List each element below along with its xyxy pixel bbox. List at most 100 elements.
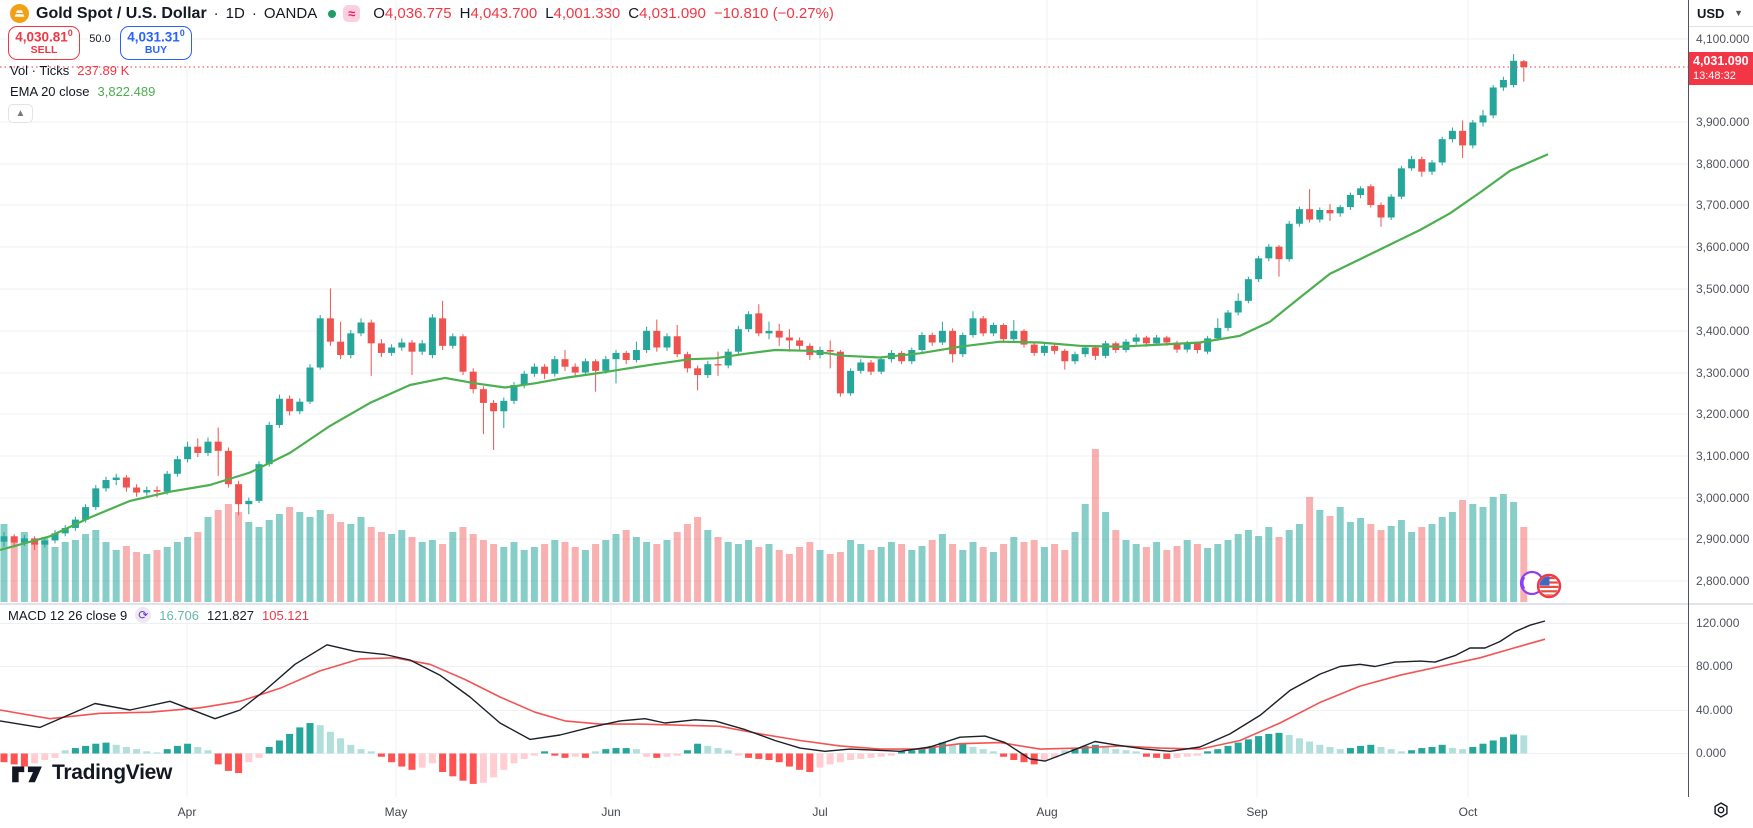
candle-body (867, 362, 875, 372)
macd-histogram-bar (663, 753, 671, 757)
price-tag: 4,031.090 13:48:32 (1689, 52, 1753, 86)
macd-histogram-bar (887, 753, 895, 756)
axis-settings-icon[interactable] (1712, 801, 1730, 819)
macd-histogram-bar (1510, 734, 1518, 754)
candle-body (490, 402, 498, 412)
macd-legend[interactable]: MACD 12 26 close 9 ⟳ 16.706 121.827 105.… (8, 607, 309, 623)
macd-histogram-bar (1295, 738, 1303, 754)
month-label: Sep (1246, 805, 1268, 819)
volume-bar (112, 550, 120, 602)
order-panel: 4,030.810 SELL 50.0 4,031.310 BUY (8, 26, 192, 60)
candle-body (938, 330, 946, 343)
macd-histogram-bar (1183, 753, 1191, 757)
candle-body (469, 371, 477, 390)
candle-body (143, 490, 151, 493)
candle-body (347, 333, 355, 356)
candle-body (316, 318, 324, 368)
macd-histogram-bar (704, 745, 712, 754)
volume-legend[interactable]: Vol · Ticks 237.89 K (10, 63, 129, 78)
volume-bar (1448, 512, 1456, 602)
candle-body (1387, 196, 1395, 218)
candle-body (0, 536, 8, 542)
volume-bar (265, 520, 273, 602)
volume-bar (1071, 532, 1079, 602)
candle-body (1000, 325, 1008, 340)
macd-histogram-bar (449, 753, 457, 777)
volume-bar (418, 542, 426, 602)
candle-body (500, 400, 508, 412)
volume-legend-label[interactable]: Vol · Ticks (10, 63, 70, 78)
sell-button[interactable]: 4,030.810 SELL (8, 26, 80, 60)
macd-histogram-bar (969, 746, 977, 754)
volume-bar (1265, 527, 1273, 602)
macd-histogram-bar (1499, 737, 1507, 754)
symbol-legend[interactable]: Gold Spot / U.S. Dollar · 1D · OANDA ≈ O… (10, 4, 834, 23)
macd-histogram-bar (214, 753, 222, 765)
price-axis-label: 4,100.000 (1696, 32, 1750, 46)
macd-histogram-bar (1020, 753, 1028, 763)
interval-label[interactable]: 1D (225, 5, 245, 22)
ema-legend[interactable]: EMA 20 close 3,822.489 (10, 84, 155, 99)
candle-body (377, 343, 385, 353)
volume-bar (1438, 517, 1446, 602)
candle-body (857, 362, 865, 371)
buy-button[interactable]: 4,031.310 BUY (120, 26, 192, 60)
candle-body (979, 318, 987, 334)
volume-bar (153, 550, 161, 602)
market-status-icon[interactable] (328, 9, 337, 18)
macd-histogram-bar (1142, 753, 1150, 757)
candle-body (122, 477, 130, 488)
volume-bar (887, 542, 895, 602)
volume-bar (734, 544, 742, 602)
exchange-label[interactable]: OANDA (263, 5, 318, 22)
macd-legend-label[interactable]: MACD 12 26 close 9 (8, 607, 128, 623)
volume-bar (20, 532, 28, 602)
candle-body (1336, 207, 1344, 214)
macd-histogram-bar (286, 733, 294, 754)
tradingview-logo[interactable]: TradingView (10, 760, 172, 786)
symbol-title[interactable]: Gold Spot / U.S. Dollar (36, 4, 207, 22)
macd-histogram-bar (745, 753, 753, 758)
macd-histogram-bar (133, 749, 141, 754)
volume-bar (428, 540, 436, 602)
time-scale[interactable] (0, 797, 1753, 828)
macd-histogram-bar (826, 753, 834, 765)
macd-histogram-bar (1357, 745, 1365, 754)
candle-body (255, 464, 263, 501)
volume-bar (92, 530, 100, 602)
price-axis-label: 3,600.000 (1696, 240, 1750, 254)
ema-legend-label[interactable]: EMA 20 close (10, 84, 90, 99)
macd-histogram-bar (1326, 746, 1334, 754)
currency-label: USD (1697, 5, 1725, 21)
volume-bar (1387, 526, 1395, 602)
approx-data-icon[interactable]: ≈ (343, 5, 361, 22)
volume-bar (102, 542, 110, 602)
candle-body (388, 347, 396, 353)
macd-histogram-bar (1316, 744, 1324, 754)
price-axis-label: 3,400.000 (1696, 324, 1750, 338)
macd-histogram-bar (82, 745, 90, 754)
candle-body (326, 318, 334, 342)
candle-body (1479, 115, 1487, 123)
change-value: −10.810 (−0.27%) (713, 5, 834, 22)
candle-body (51, 533, 59, 541)
candle-body (1418, 159, 1426, 172)
volume-bar (602, 540, 610, 602)
macd-histogram-bar (275, 740, 283, 754)
candle-body (653, 330, 661, 348)
macd-histogram-bar (20, 753, 28, 767)
macd-histogram-bar (428, 753, 436, 764)
low-value: 4,001.330 (553, 5, 621, 22)
macd-histogram-bar (1112, 749, 1120, 754)
currency-selector[interactable]: USD ▼ (1689, 0, 1753, 27)
refresh-icon[interactable]: ⟳ (135, 607, 152, 623)
candle-body (694, 368, 702, 376)
candle-body (306, 367, 314, 402)
macd-histogram-bar (816, 753, 824, 768)
volume-bar (938, 534, 946, 602)
legend-collapse-button[interactable]: ▲ (8, 104, 33, 123)
candle-body (836, 351, 844, 394)
candle-body (1275, 246, 1283, 260)
price-axis-label: 3,300.000 (1696, 366, 1750, 380)
